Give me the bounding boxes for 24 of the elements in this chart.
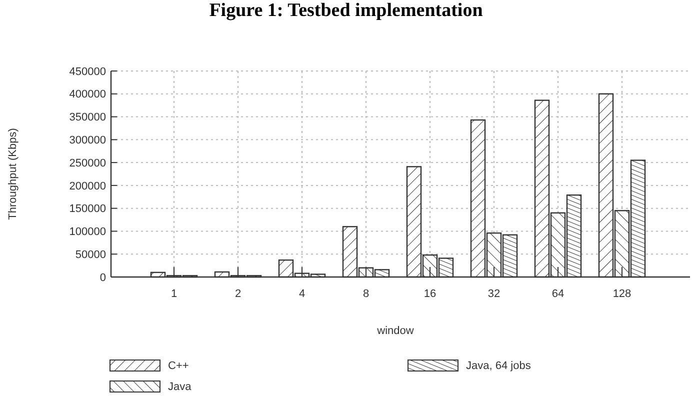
x-axis-title: window: [376, 325, 414, 337]
legend-label: Java, 64 jobs: [466, 360, 532, 372]
x-tick-label: 64: [552, 288, 564, 300]
y-tick-label: 250000: [69, 157, 106, 170]
x-tick-label: 128: [612, 288, 632, 300]
legend-label: C++: [168, 360, 189, 372]
y-tick-label: 450000: [69, 66, 106, 78]
y-axis-title: Throughput (Kbps): [7, 128, 19, 220]
y-tick-label: 100000: [69, 226, 106, 238]
y-tick-label: 350000: [69, 112, 106, 124]
x-tick-label: 2: [234, 288, 242, 300]
x-tick-label: 8: [362, 288, 370, 300]
x-tick-label: 4: [298, 288, 306, 300]
x-tick-label: 1: [170, 288, 178, 300]
y-tick-label: 300000: [69, 134, 106, 147]
x-tick-label: 16: [424, 288, 436, 300]
y-tick-label: 150000: [69, 203, 106, 216]
y-tick-label: 200000: [69, 180, 106, 192]
legend-label: Java: [168, 381, 192, 393]
chart-title: Figure 1: Testbed implementation: [209, 0, 484, 21]
y-tick-label: 0: [100, 272, 106, 284]
y-tick-label: 400000: [69, 88, 106, 101]
y-tick-label: 50000: [75, 248, 106, 261]
x-tick-label: 32: [488, 288, 500, 300]
